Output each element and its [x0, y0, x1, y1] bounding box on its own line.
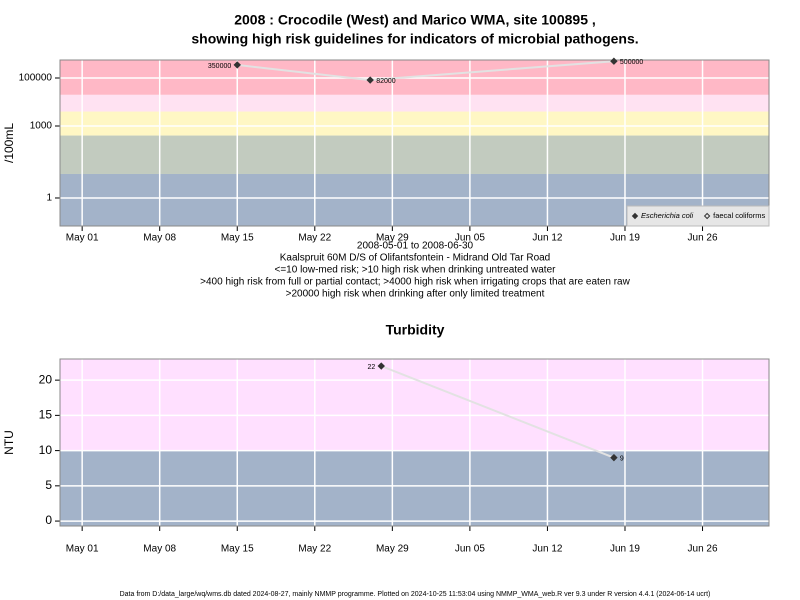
- legend-label: faecal coliforms: [713, 211, 765, 220]
- x-tick-label: May 01: [66, 544, 99, 555]
- risk-band: [60, 135, 769, 174]
- data-point: [610, 453, 618, 462]
- series-line: [380, 365, 615, 459]
- x-tick-label: May 29: [376, 233, 409, 244]
- x-tick-label: May 08: [143, 233, 176, 244]
- y-axis-label: NTU: [2, 430, 16, 455]
- x-tick-label: Jun 19: [610, 233, 640, 244]
- y-tick-label: 15: [39, 408, 53, 422]
- legend-marker: [631, 212, 639, 220]
- legend-label: Escherichia coli: [641, 211, 693, 220]
- x-tick-label: May 22: [298, 544, 331, 555]
- risk-band: [60, 94, 769, 112]
- x-axis-label: Kaalspruit 60M D/S of Olifantsfontein - …: [280, 253, 551, 264]
- chart-title: 2008 : Crocodile (West) and Marico WMA, …: [234, 12, 596, 28]
- x-axis-label: <=10 low-med risk; >10 high risk when dr…: [275, 265, 557, 276]
- data-label: 500000: [620, 59, 643, 66]
- x-axis-label: >20000 high risk when drinking after onl…: [286, 289, 545, 300]
- risk-band: [60, 450, 769, 526]
- x-tick-label: Jun 26: [688, 544, 718, 555]
- data-label: 22: [367, 364, 375, 371]
- data-point: [610, 57, 618, 65]
- x-axis-label: 2008-05-01 to 2008-06-30: [357, 241, 474, 252]
- x-tick-label: Jun 26: [688, 233, 718, 244]
- x-tick-label: Jun 12: [532, 544, 562, 555]
- x-tick-label: May 15: [221, 544, 254, 555]
- x-tick-label: May 29: [376, 544, 409, 555]
- chart-title: Turbidity: [386, 322, 445, 338]
- x-tick-label: May 22: [298, 233, 331, 244]
- y-tick-label: 10: [39, 443, 53, 457]
- x-tick-label: Jun 05: [455, 544, 485, 555]
- y-axis-label: /100mL: [2, 123, 16, 163]
- legend-box: [626, 205, 770, 227]
- y-tick-label: 5: [45, 478, 52, 492]
- risk-band: [60, 111, 769, 136]
- data-label: 350000: [208, 63, 231, 70]
- x-tick-label: Jun 19: [610, 544, 640, 555]
- x-tick-label: Jun 12: [532, 233, 562, 244]
- y-tick-label: 0: [45, 513, 52, 527]
- footer: Data from D:/data_large/wq/wms.db dated …: [120, 591, 711, 598]
- x-axis-label: >400 high risk from full or partial cont…: [200, 277, 630, 288]
- y-tick-label: 1: [46, 193, 52, 204]
- data-point: [233, 61, 241, 69]
- data-point: [366, 76, 374, 84]
- risk-band: [60, 359, 769, 451]
- legend-marker: [703, 212, 711, 220]
- chart-subtitle: showing high risk guidelines for indicat…: [191, 31, 638, 47]
- y-tick-label: 1000: [30, 121, 53, 132]
- x-tick-label: May 08: [143, 544, 176, 555]
- data-point: [377, 362, 385, 370]
- x-tick-label: Jun 05: [455, 233, 485, 244]
- x-tick-label: May 01: [66, 233, 99, 244]
- plot-frame: [59, 59, 770, 227]
- data-label: 9: [620, 455, 624, 462]
- y-tick-label: 100000: [19, 73, 53, 84]
- data-label: 82000: [376, 78, 396, 85]
- plot-frame: [59, 358, 770, 527]
- y-tick-label: 20: [39, 372, 53, 386]
- x-tick-label: May 15: [221, 233, 254, 244]
